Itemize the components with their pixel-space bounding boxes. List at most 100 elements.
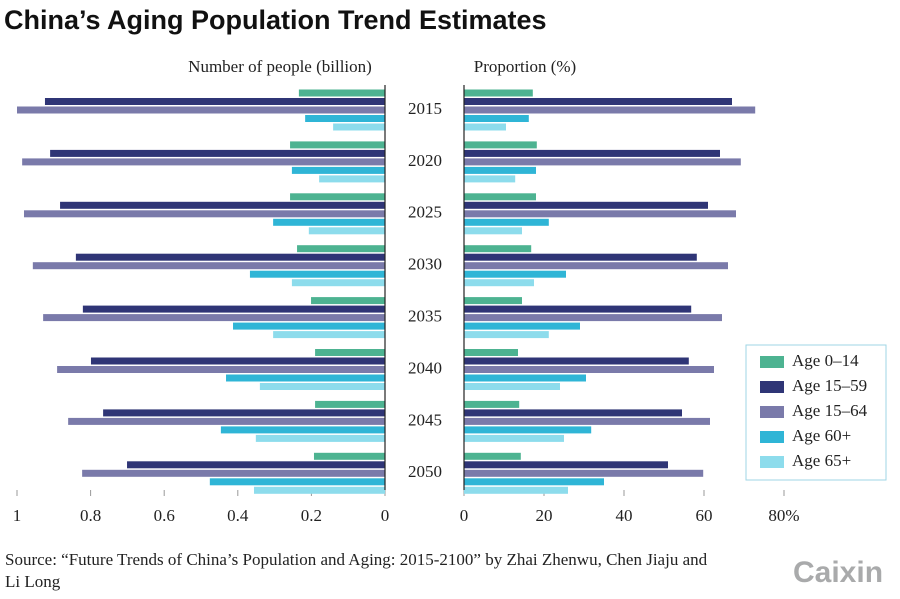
- bar: [333, 123, 385, 131]
- bar: [464, 297, 522, 305]
- bar: [255, 434, 385, 442]
- bar: [464, 461, 668, 469]
- legend-swatch: [760, 431, 784, 443]
- legend-label: Age 0–14: [792, 351, 859, 370]
- bar: [32, 262, 385, 270]
- x-axis-label: Proportion (%): [474, 57, 576, 76]
- bar: [315, 349, 385, 356]
- bar: [464, 166, 536, 174]
- y-tick-label: 2020: [408, 151, 442, 170]
- bar: [464, 201, 708, 209]
- bar: [298, 89, 385, 97]
- bar: [308, 227, 385, 235]
- bar: [464, 253, 697, 261]
- bar: [311, 297, 385, 305]
- bar: [464, 434, 564, 442]
- bar: [259, 383, 385, 390]
- x-tick-label: 80%: [768, 506, 799, 525]
- bar: [220, 426, 385, 434]
- bar: [305, 115, 385, 122]
- bar: [290, 193, 385, 201]
- bar: [464, 141, 537, 149]
- bar: [464, 357, 689, 365]
- bar: [319, 175, 385, 183]
- y-tick-label: 2035: [408, 307, 442, 326]
- x-tick-label: 60: [696, 506, 713, 525]
- legend-swatch: [760, 406, 784, 418]
- x-tick-label: 0: [381, 506, 390, 525]
- bar: [464, 89, 533, 97]
- bar: [464, 409, 682, 417]
- legend-label: Age 65+: [792, 451, 851, 470]
- bar: [22, 158, 385, 166]
- y-tick-label: 2025: [408, 203, 442, 222]
- bar: [253, 486, 385, 494]
- bar: [50, 149, 386, 157]
- bar: [464, 383, 560, 390]
- bar: [464, 478, 604, 486]
- bar: [464, 106, 756, 114]
- bar: [464, 245, 532, 253]
- bar: [209, 478, 385, 486]
- chart-title: China’s Aging Population Trend Estimates: [4, 5, 547, 35]
- legend-label: Age 15–59: [792, 376, 867, 395]
- y-tick-label: 2040: [408, 358, 442, 377]
- bar: [90, 357, 385, 365]
- source-note: Source: “Future Trends of China’s Popula…: [5, 550, 708, 591]
- y-tick-label: 2050: [408, 462, 442, 481]
- bar: [464, 115, 529, 122]
- bar: [464, 210, 736, 218]
- bar: [464, 193, 536, 201]
- bar: [464, 426, 592, 434]
- bar: [464, 417, 710, 425]
- bar: [68, 417, 385, 425]
- bar: [464, 270, 566, 278]
- bar: [233, 322, 385, 330]
- bar: [464, 331, 549, 339]
- legend-swatch: [760, 456, 784, 468]
- bar: [464, 366, 714, 373]
- bar: [464, 158, 741, 166]
- bar: [464, 227, 522, 235]
- bar: [103, 409, 385, 417]
- bar: [249, 270, 385, 278]
- bar: [127, 461, 386, 469]
- bar: [464, 305, 692, 313]
- bar: [290, 141, 385, 149]
- x-tick-label: 0.8: [80, 506, 101, 525]
- bar: [464, 279, 534, 287]
- bar: [44, 98, 386, 105]
- bar: [273, 218, 385, 226]
- bar: [464, 374, 586, 382]
- bar: [464, 349, 518, 356]
- x-tick-label: 1: [13, 506, 22, 525]
- bar: [464, 175, 516, 183]
- bar: [464, 452, 521, 460]
- bar: [315, 400, 385, 408]
- bar: [464, 469, 704, 477]
- bar: [464, 98, 732, 105]
- bar: [464, 218, 549, 226]
- bar: [60, 201, 385, 209]
- bar: [464, 123, 506, 131]
- x-tick-label: 0.2: [301, 506, 322, 525]
- y-tick-label: 2045: [408, 410, 442, 429]
- bar: [82, 305, 385, 313]
- y-tick-label: 2015: [408, 99, 442, 118]
- x-tick-label: 0.4: [227, 506, 249, 525]
- x-axis-label: Number of people (billion): [188, 57, 372, 76]
- legend-swatch: [760, 356, 784, 368]
- x-tick-label: 0.6: [154, 506, 175, 525]
- bar: [464, 322, 580, 330]
- x-tick-label: 20: [536, 506, 553, 525]
- y-tick-label: 2030: [408, 255, 442, 274]
- bar: [43, 314, 386, 322]
- bar: [313, 452, 385, 460]
- bar: [17, 106, 385, 114]
- bar: [291, 166, 385, 174]
- x-tick-label: 0: [460, 506, 469, 525]
- bar: [75, 253, 385, 261]
- legend-swatch: [760, 381, 784, 393]
